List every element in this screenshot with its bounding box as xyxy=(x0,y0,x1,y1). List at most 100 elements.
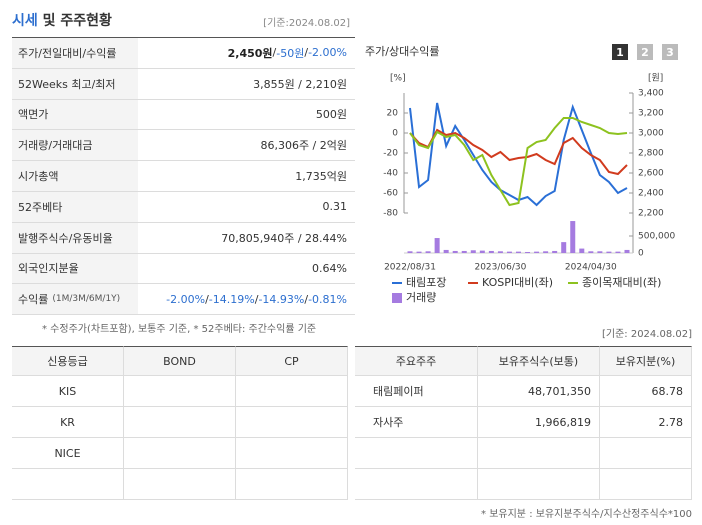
row-value: 3,855원 / 2,210원 xyxy=(138,69,355,100)
table-cell: 1,966,819 xyxy=(478,407,600,438)
y2-tick-label: 2,600 xyxy=(638,169,664,179)
footnote: * 수정주가(차트포함), 보통주 기준, * 52주베타: 주간수익률 기준 xyxy=(42,324,317,335)
row-value: 0.31 xyxy=(138,192,355,223)
legend-label: 거래량 xyxy=(406,291,436,304)
volume-bar xyxy=(497,251,503,253)
table-header: 보유지분(%) xyxy=(600,346,692,376)
row-value: 70,805,940주 / 28.44% xyxy=(138,223,355,254)
x-tick-label: 2022/08/31 xyxy=(384,263,436,273)
chart-title: 주가/상대수익률 xyxy=(365,45,440,58)
table-header: 신용등급 xyxy=(12,346,124,376)
volume-bar xyxy=(588,251,594,253)
y2-tick-label: 3,400 xyxy=(638,89,664,99)
page-button[interactable] xyxy=(662,44,678,60)
volume-bar xyxy=(525,251,531,253)
volume-bar xyxy=(552,250,558,253)
value-part: 1,735억원 xyxy=(295,170,347,184)
volume-bar xyxy=(461,250,467,253)
table-header: CP xyxy=(236,346,348,376)
legend-label: KOSPI대비(좌) xyxy=(482,276,553,289)
value-part: 500원 xyxy=(315,108,347,122)
label-text: 액면가 xyxy=(18,108,49,122)
label-note: (1M/3M/6M/1Y) xyxy=(52,294,121,305)
page-button-label[interactable]: 1 xyxy=(616,46,624,59)
table-cell xyxy=(124,376,236,407)
value-part: -14.19% xyxy=(208,292,255,306)
row-label: 수익률 (1M/3M/6M/1Y) xyxy=(12,284,138,316)
volume-bar xyxy=(407,251,413,253)
table-cell: 자사주 xyxy=(355,407,478,438)
volume-bar xyxy=(561,242,567,253)
row-label: 발행주식수/유동비율 xyxy=(12,222,138,254)
page-button-label[interactable]: 3 xyxy=(666,46,674,59)
table-cell xyxy=(355,469,478,500)
row-label: 52주베타 xyxy=(12,192,138,223)
table-cell xyxy=(12,469,124,500)
row-label: 52Weeks 최고/최저 xyxy=(12,68,138,100)
row-value: -2.00% / -14.19% / -14.93% / -0.81% xyxy=(138,284,355,316)
volume-bar xyxy=(534,251,540,253)
table-cell: 68.78 xyxy=(600,376,692,407)
row-value: 86,306주 / 2억원 xyxy=(138,130,355,162)
value-part: -0.81% xyxy=(308,292,347,306)
label-text: 발행주식수/유동비율 xyxy=(18,231,113,245)
y2-tick-label: 2,400 xyxy=(638,189,664,199)
table-cell: 48,701,350 xyxy=(478,376,600,407)
table-cell xyxy=(124,407,236,438)
table-cell xyxy=(236,438,348,469)
y-unit: [%] xyxy=(390,74,406,84)
table-header: 보유주식수(보통) xyxy=(478,346,600,376)
table-border xyxy=(12,37,355,38)
table-cell xyxy=(236,407,348,438)
volume-bar xyxy=(597,251,603,253)
table-cell xyxy=(478,469,600,500)
volume-bar xyxy=(425,251,431,253)
page-button[interactable] xyxy=(612,44,628,60)
y2-tick-label: 2,200 xyxy=(638,209,664,219)
value-part: / xyxy=(304,46,309,60)
page-button-label[interactable]: 2 xyxy=(641,46,649,59)
title-part: 및 주주현황 xyxy=(37,13,112,29)
label-text: 외국인지분율 xyxy=(18,262,79,276)
label-text: 주가/전일대비/수익률 xyxy=(18,46,117,60)
volume-bar xyxy=(615,251,621,253)
volume-bar xyxy=(452,250,458,253)
table-header: 주요주주 xyxy=(355,346,478,376)
value-part: 2,450원 xyxy=(227,46,273,60)
value-part: -2.00% xyxy=(308,46,347,60)
value-part: 3,855원 / 2,210원 xyxy=(253,77,347,91)
title-part: 시세 xyxy=(12,13,38,29)
row-value: 0.64% xyxy=(138,254,355,285)
row-value: 1,735억원 xyxy=(138,161,355,192)
y-tick-label: -60 xyxy=(383,189,398,199)
table-cell xyxy=(600,469,692,500)
y-tick-label: -20 xyxy=(383,149,398,159)
row-value: 500원 xyxy=(138,100,355,131)
page-button[interactable] xyxy=(637,44,653,60)
y-tick-label: -40 xyxy=(383,169,398,179)
row-label: 시가총액 xyxy=(12,161,138,192)
table-header: BOND xyxy=(124,346,236,376)
label-text: 시가총액 xyxy=(18,170,59,184)
table-cell: NICE xyxy=(12,438,124,469)
table-cell: KIS xyxy=(12,376,124,407)
series-line xyxy=(409,128,628,176)
legend-swatch xyxy=(392,293,402,303)
value-part: / xyxy=(205,292,209,306)
value-part: -2.00% xyxy=(166,292,206,306)
y-tick-label: 20 xyxy=(387,109,399,119)
table-cell xyxy=(124,438,236,469)
legend-label: 태림포장 xyxy=(406,276,446,289)
row-label: 액면가 xyxy=(12,99,138,131)
y3-tick-label: 500,000 xyxy=(638,232,675,242)
legend-label: 종이목재대비(좌) xyxy=(582,276,661,289)
value-part: / xyxy=(272,46,277,60)
volume-bar xyxy=(570,221,576,253)
row-label: 주가/전일대비/수익률 xyxy=(12,38,138,69)
table-cell: KR xyxy=(12,407,124,438)
row-label: 거래량/거래대금 xyxy=(12,130,138,162)
label-text: 52주베타 xyxy=(18,200,63,214)
series-line xyxy=(409,117,628,207)
x-tick-label: 2024/04/30 xyxy=(565,263,617,273)
